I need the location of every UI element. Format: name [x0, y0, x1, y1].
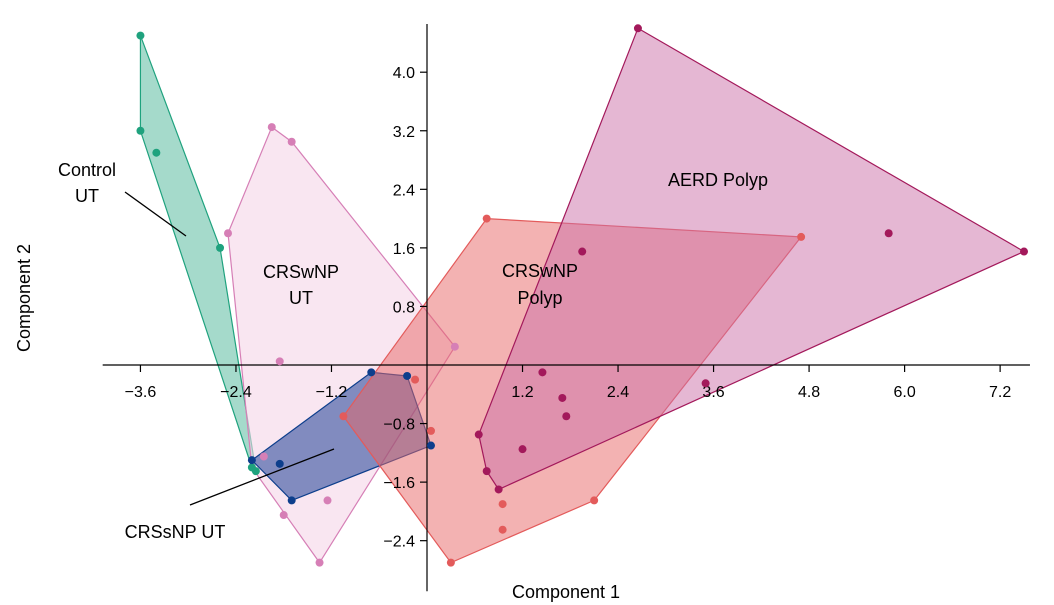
point-crswnp-ut — [279, 511, 288, 520]
point-control-ut — [152, 148, 161, 157]
point-aerd-polyp — [701, 379, 710, 388]
point-crssnp-ut — [367, 368, 376, 377]
point-aerd-polyp — [482, 467, 491, 476]
tick-marks-and-labels: −3.6 −2.4 −1.2 1.2 2.4 3.6 4.8 6.0 7.2 4.0 3.2 2.4 1… — [125, 65, 1012, 550]
point-control-ut — [136, 31, 145, 40]
y-tick-label: −0.8 — [383, 417, 415, 434]
y-axis-title: Component 2 — [14, 244, 34, 352]
y-tick-label: 2.4 — [393, 182, 415, 199]
annotation-crswnp-polyp-line2: Polyp — [517, 288, 562, 308]
point-crswnp-polyp — [498, 525, 507, 534]
hull-aerd-polyp — [478, 27, 1026, 491]
annotation-aerd-polyp: AERD Polyp — [668, 170, 768, 190]
point-control-ut — [136, 126, 145, 135]
point-crssnp-ut — [287, 496, 296, 505]
point-crswnp-ut — [287, 137, 296, 146]
point-crswnp-ut — [315, 558, 324, 567]
point-crswnp-ut — [450, 342, 459, 351]
point-crswnp-polyp — [339, 412, 348, 421]
point-crswnp-ut — [224, 229, 232, 238]
point-crswnp-polyp — [590, 496, 599, 505]
point-crswnp-polyp — [426, 426, 435, 435]
y-tick-label: −1.6 — [383, 475, 415, 492]
x-tick-label: 4.8 — [798, 384, 820, 401]
y-tick-label: −2.4 — [383, 534, 415, 551]
point-aerd-polyp — [562, 412, 571, 421]
point-aerd-polyp — [558, 393, 567, 402]
point-aerd-polyp — [633, 24, 642, 33]
point-crswnp-polyp — [446, 558, 455, 567]
x-tick-label: 7.2 — [989, 384, 1011, 401]
y-tick-label: 4.0 — [393, 65, 415, 82]
point-crswnp-polyp — [797, 232, 806, 241]
x-axis-title: Component 1 — [512, 582, 620, 602]
point-aerd-polyp — [1020, 247, 1028, 256]
x-tick-label: 1.2 — [511, 384, 533, 401]
point-control-ut — [251, 467, 260, 476]
x-tick-label: 6.0 — [893, 384, 915, 401]
leader-control-ut — [124, 191, 187, 237]
x-tick-label: 3.6 — [702, 384, 724, 401]
point-aerd-polyp — [884, 229, 893, 238]
point-crssnp-ut — [403, 371, 412, 380]
annotation-crswnp-ut-line1: CRSwNP — [263, 262, 339, 282]
y-tick-label: 1.6 — [393, 241, 415, 258]
x-tick-label: −1.2 — [316, 384, 348, 401]
annotation-crswnp-polyp-line1: CRSwNP — [502, 261, 578, 281]
y-tick-label: 0.8 — [393, 299, 415, 316]
group-hulls — [139, 27, 1026, 564]
point-crswnp-ut — [323, 496, 332, 505]
annotation-control-ut-line1: Control — [58, 160, 116, 180]
point-crssnp-ut — [426, 441, 435, 450]
x-tick-label: −3.6 — [125, 384, 157, 401]
point-aerd-polyp — [474, 430, 483, 439]
point-crswnp-polyp — [411, 375, 420, 384]
point-crswnp-polyp — [498, 500, 507, 509]
x-tick-label: 2.4 — [607, 384, 629, 401]
point-crssnp-ut — [247, 456, 256, 465]
leader-crssnp-ut — [189, 448, 335, 506]
point-aerd-polyp — [578, 247, 587, 256]
annotation-crswnp-ut-line2: UT — [289, 288, 313, 308]
point-crssnp-ut — [275, 459, 284, 468]
point-aerd-polyp — [494, 485, 503, 494]
annotation-leaders — [124, 191, 335, 506]
group-labels: Control UT CRSwNP UT CRSsNP UT CRSwNP Po… — [58, 160, 768, 542]
axes — [102, 23, 1030, 592]
annotation-control-ut-line2: UT — [75, 186, 99, 206]
point-crswnp-polyp — [482, 214, 491, 223]
annotation-crssnp-ut: CRSsNP UT — [125, 522, 226, 542]
point-aerd-polyp — [538, 368, 547, 377]
y-tick-label: 3.2 — [393, 124, 415, 141]
point-crswnp-ut — [275, 357, 284, 366]
point-aerd-polyp — [518, 445, 527, 454]
data-points — [136, 24, 1028, 567]
x-tick-label: −2.4 — [220, 384, 252, 401]
point-control-ut — [216, 243, 225, 252]
point-crswnp-ut — [267, 123, 276, 132]
point-crswnp-ut — [259, 452, 268, 461]
